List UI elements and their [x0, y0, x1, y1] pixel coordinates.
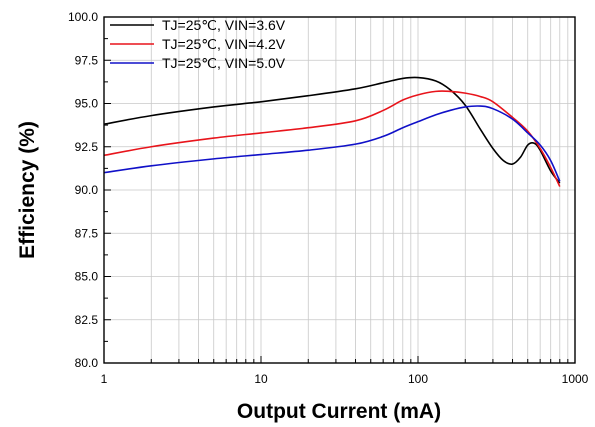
legend-label-3: TJ=25℃, VIN=5.0V [162, 55, 286, 71]
series-line-2 [103, 90, 561, 187]
y-tick-label: 85.0 [75, 270, 99, 284]
y-tick-label: 97.5 [75, 53, 99, 67]
y-tick-label: 82.5 [75, 313, 99, 327]
series-line-3 [103, 105, 561, 182]
y-tick-label: 100.0 [68, 10, 98, 24]
x-tick-label: 1 [101, 372, 108, 386]
legend: TJ=25℃, VIN=3.6V TJ=25℃, VIN=4.2V TJ=25℃, … [110, 17, 286, 71]
legend-label-2: TJ=25℃, VIN=4.2V [162, 36, 286, 52]
y-tick-label: 80.0 [75, 356, 99, 370]
x-tick-label: 10 [254, 372, 268, 386]
y-tick-label: 90.0 [75, 183, 99, 197]
legend-label-1: TJ=25℃, VIN=3.6V [162, 17, 286, 33]
y-tick-label: 92.5 [75, 140, 99, 154]
axis-ticks [103, 16, 576, 364]
series-lines [103, 76, 561, 187]
x-axis-title: Output Current (mA) [237, 400, 441, 423]
x-tick-label: 100 [408, 372, 428, 386]
tick-labels: 1 10 100 1000 80.0 82.5 85.0 87.5 90.0 92.5 95.0 97… [68, 10, 589, 386]
y-tick-label: 87.5 [75, 226, 99, 240]
y-axis-title: Efficiency (%) [16, 121, 39, 259]
y-tick-label: 95.0 [75, 97, 99, 111]
series-line-1 [103, 76, 561, 184]
x-tick-label: 1000 [562, 372, 589, 386]
